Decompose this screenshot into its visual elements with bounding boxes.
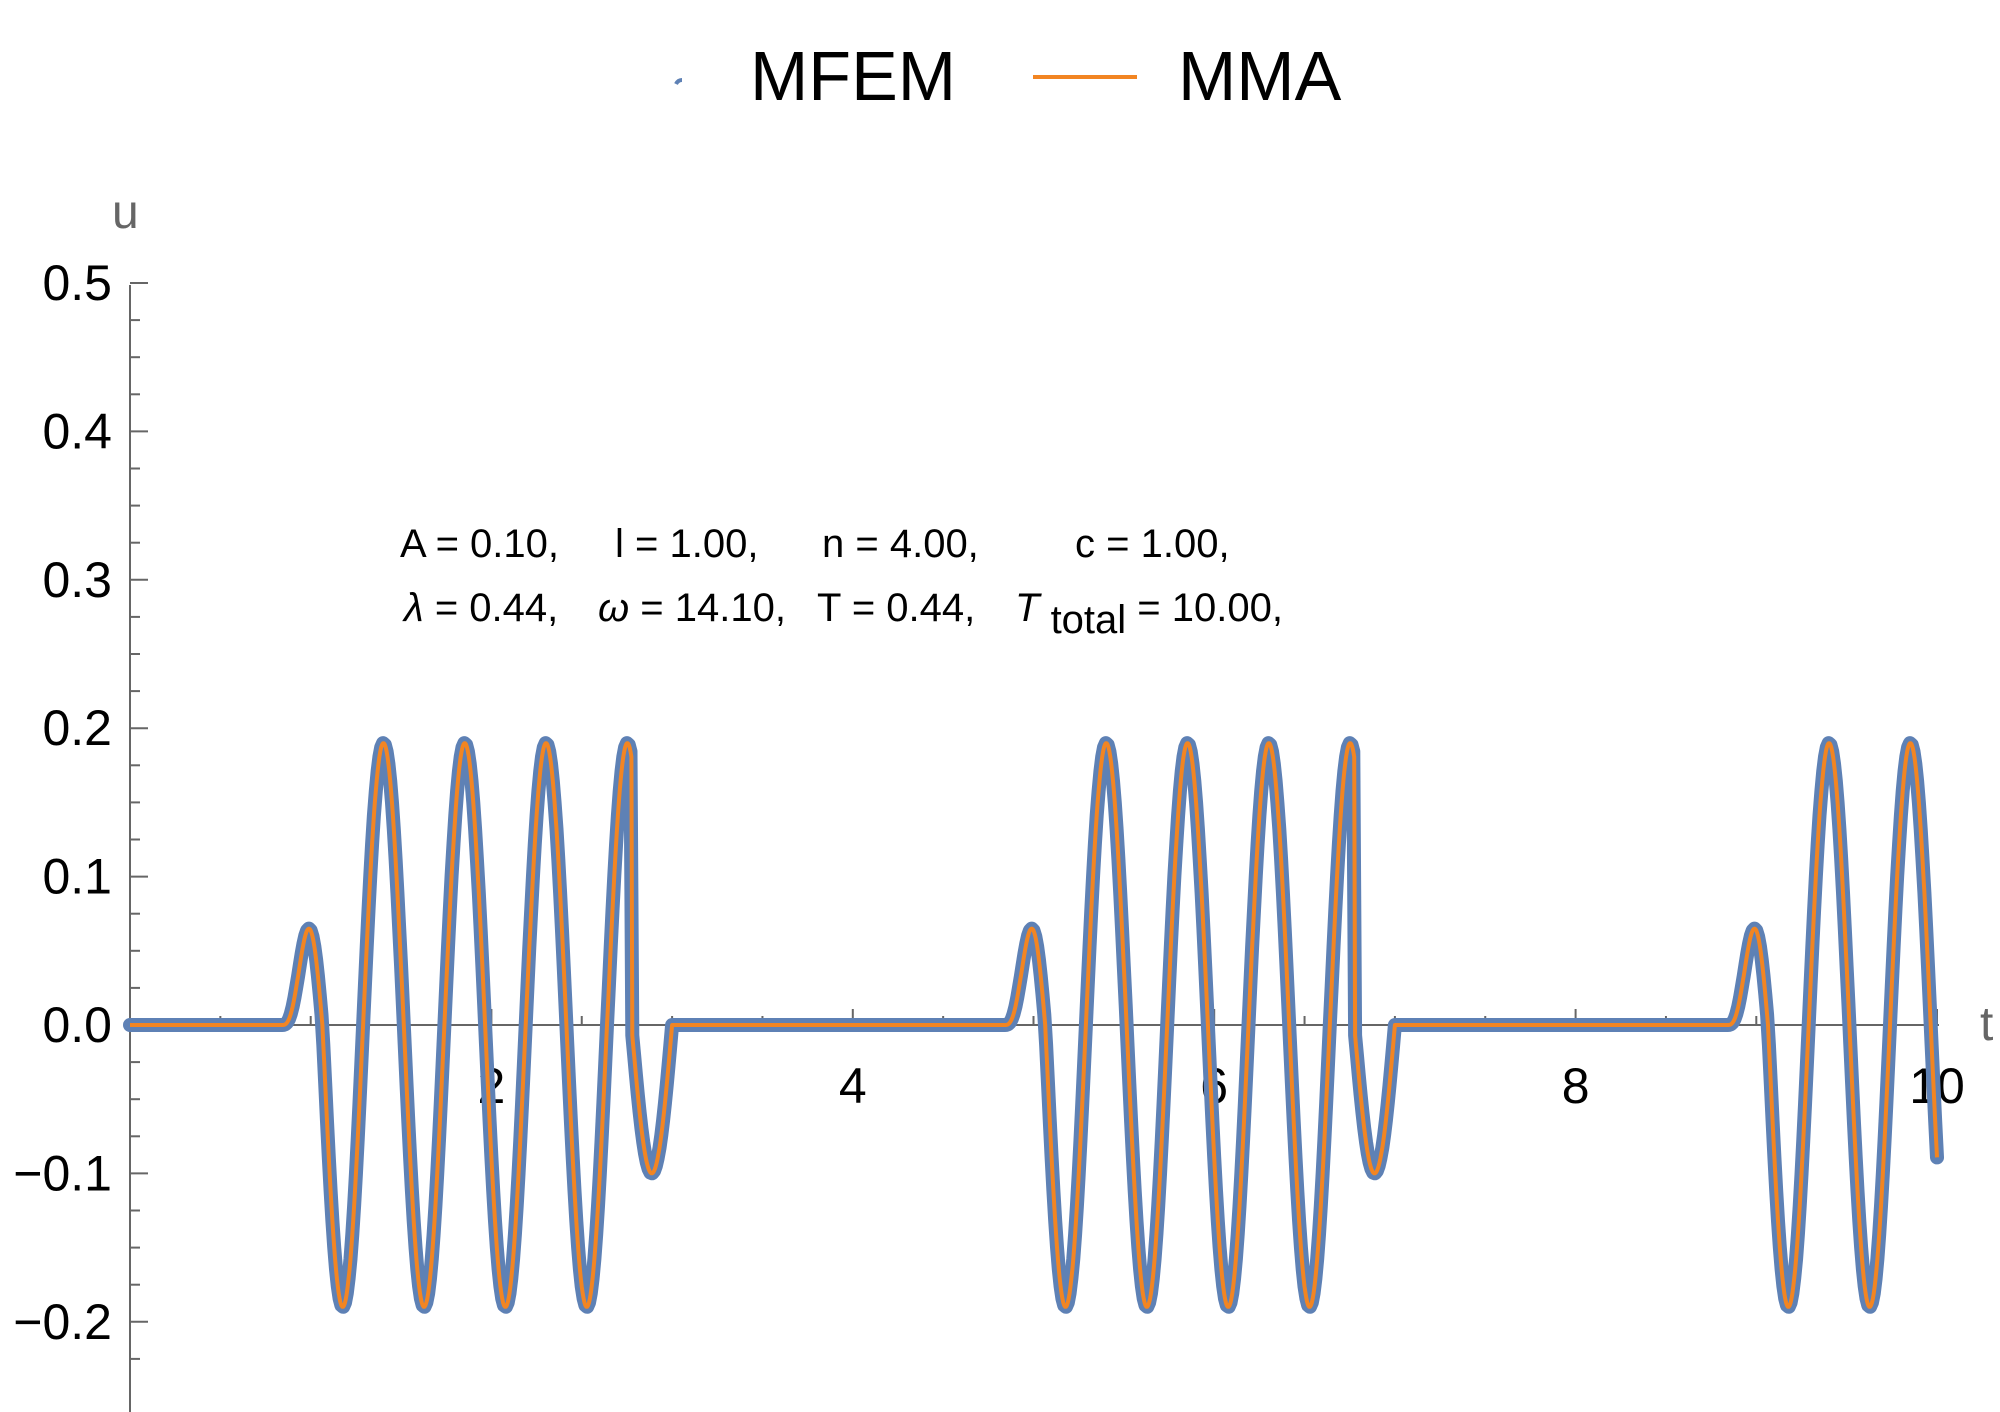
y-tick-label: 0.1	[42, 849, 112, 905]
x-tick-label: 4	[839, 1058, 867, 1114]
y-ticks: 0.5 0.4 0.3 0.2 0.1 0.0 −0.1 −0.2	[13, 255, 148, 1360]
annotation-period: T = 0.44,	[817, 586, 975, 630]
annotation-ttotal-value: = 10.00,	[1137, 586, 1283, 630]
axes: 2 4 6 8 10 0.50.40.30.20.10.0−0.1−0.2 u t	[13, 186, 1993, 1412]
annotation-line-2: λ = 0.44, ω = 14.10, T = 0.44, T total =…	[402, 586, 1283, 642]
legend: MFEM MMA	[674, 37, 1342, 115]
y-tick-label: −0.1	[13, 1145, 112, 1201]
annotation-omega-symbol: ω	[598, 586, 629, 630]
legend-label-mfem: MFEM	[750, 37, 956, 115]
x-axis-label: t	[1980, 998, 1993, 1051]
legend-label-mma: MMA	[1178, 37, 1342, 115]
legend-item-mma: MMA	[1033, 37, 1342, 115]
annotation-ttotal-symbol: T	[1015, 586, 1042, 630]
legend-item-mfem: MFEM	[674, 37, 956, 115]
y-axis-label: u	[112, 186, 139, 239]
annotation-lambda-symbol: λ	[402, 586, 424, 630]
y-tick-label: 0.0	[42, 997, 112, 1053]
annotation-ttotal-subscript: total	[1051, 598, 1127, 642]
mma-curve	[128, 741, 1939, 1309]
x-tick-label: 8	[1562, 1058, 1590, 1114]
series-mma	[128, 741, 1939, 1309]
y-tick-label: −0.2	[13, 1294, 112, 1350]
y-tick-label: 0.4	[42, 403, 112, 459]
legend-marker-mfem	[674, 78, 683, 85]
y-tick-label: 0.3	[42, 552, 112, 608]
parameter-annotation: A = 0.10, l = 1.00, n = 4.00, c = 1.00, …	[400, 522, 1283, 642]
annotation-lambda-value: = 0.44,	[435, 586, 558, 630]
annotation-c: c = 1.00,	[1075, 522, 1230, 566]
annotation-l: l = 1.00,	[615, 522, 758, 566]
annotation-line-1: A = 0.10, l = 1.00, n = 4.00, c = 1.00,	[400, 522, 1230, 566]
y-tick-label: 0.2	[42, 700, 112, 756]
annotation-n: n = 4.00,	[822, 522, 979, 566]
y-tick-label: 0.5	[42, 255, 112, 311]
annotation-omega-value: = 14.10,	[640, 586, 786, 630]
annotation-a: A = 0.10,	[400, 522, 559, 566]
